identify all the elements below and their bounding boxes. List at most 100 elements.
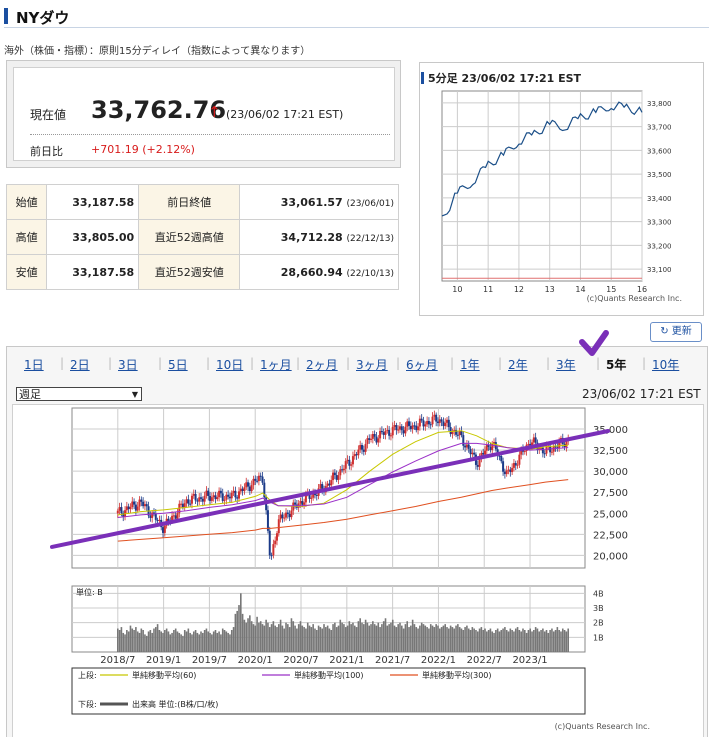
volume-bar [449,625,452,652]
volume-bar [158,630,161,652]
candle-body [223,499,226,501]
tab-5[interactable]: 10日 [216,358,244,372]
tab-separator: | [546,356,551,370]
volume-bar [281,625,284,652]
tab-11[interactable]: 2年 [508,358,528,372]
volume-bar [167,631,170,652]
candle-body [201,498,204,502]
table-row: 安値 33,187.58 直近52週安値 28,660.94 (22/10/13… [5,254,399,290]
tab-14[interactable]: 10年 [652,358,680,372]
candle-body [252,478,255,486]
y-tick-label: 1B [593,633,604,642]
legend-upper-label: 上段: [78,670,97,680]
y-tick-label: 22,500 [593,530,628,541]
volume-bar [267,622,269,652]
tab-2[interactable]: 2日 [70,358,90,372]
tab-7[interactable]: 2ヶ月 [306,358,338,372]
volume-bar [299,621,302,652]
tab-4[interactable]: 5日 [168,358,188,372]
volume-bar [466,625,468,652]
interval-select[interactable]: 週足 ▼ [16,387,142,401]
volume-bar [138,632,141,652]
volume-bar [406,621,409,652]
volume-bar [283,628,286,652]
candle-body [256,480,259,482]
candle-body [538,448,541,450]
x-tick-label: 2020/1 [238,655,273,666]
table-row: 高値 33,805.00 直近52週高値 34,712.28 (22/12/13… [5,219,399,255]
volume-bar [194,630,197,652]
trendline-annotation [50,428,610,549]
volume-bar [489,628,492,652]
tab-10[interactable]: 1年 [460,358,480,372]
volume-bar [379,627,381,652]
tab-12[interactable]: 3年 [556,358,576,372]
candle-body [176,513,179,519]
tab-3[interactable]: 3日 [118,358,138,372]
ohlc-value: 34,712.28 (22/12/13) [239,219,399,255]
quote-inner: 現在値 33,762.76 ↑ (23/06/02 17:21 EST) 前日比… [13,67,395,161]
volume-bar [270,624,273,652]
candle-body [299,501,302,504]
volume-bar [314,628,316,652]
volume-bar [527,630,530,652]
volume-bar [245,622,248,652]
candle-body [171,515,174,522]
table-row: 始値 33,187.58 前日終値 33,061.57 (23/06/01) [5,184,399,220]
volume-bar [435,624,437,652]
volume-bar [200,631,202,652]
candle-body [266,510,269,531]
tab-6[interactable]: 1ヶ月 [260,358,292,372]
volume-bar [140,628,143,652]
legend-item-label: 単純移動平均(100) [294,670,364,680]
volume-bar [220,634,222,652]
candle-body [337,475,340,480]
candle-body [511,467,514,473]
volume-bar [129,625,132,652]
candle-body [281,514,284,519]
tab-separator: | [396,356,401,370]
volume-bar [229,634,231,652]
volume-bar [136,631,139,652]
legend-volume-label: 出来高 単位:(B株/口/枚) [132,699,218,709]
candle-body [149,515,152,518]
volume-bar [442,625,445,652]
volume-bar [348,621,351,652]
candle-body [143,504,146,507]
candle-body [426,421,429,425]
ohlc-date: (22/12/13) [346,233,394,244]
refresh-button[interactable]: ↻ 更新 [650,322,702,342]
tab-9[interactable]: 6ヶ月 [406,358,438,372]
volume-bar [207,631,210,652]
candle-body [312,493,315,498]
ohlc-label: 前日終値 [138,184,241,220]
candle-body [353,454,356,457]
x-tick-label: 15 [606,285,616,294]
volume-bar [308,625,311,652]
volume-bar [391,619,394,652]
tab-8[interactable]: 3ヶ月 [356,358,388,372]
volume-bar [334,622,336,652]
volume-bar [323,624,325,652]
candle-body [540,447,543,449]
x-tick-label: 16 [637,285,647,294]
tab-13[interactable]: 5年 [606,358,627,372]
ohlc-value: 33,187.58 [46,254,140,290]
volume-bar [259,621,262,652]
volume-bar [453,628,456,652]
volume-bar [536,628,539,652]
volume-bar [377,622,380,652]
volume-bar [549,630,551,652]
volume-bar [234,613,237,652]
candle-body [189,503,192,505]
candle-body [366,438,369,444]
candle-body [464,445,467,448]
volume-bar [440,627,443,652]
refresh-label: 更新 [671,326,692,337]
tab-1[interactable]: 1日 [24,358,44,372]
volume-bar [310,627,313,652]
volume-bar [343,624,345,652]
volume-bar [408,627,410,652]
x-tick-label: 14 [575,285,585,294]
candle-body [400,426,403,431]
